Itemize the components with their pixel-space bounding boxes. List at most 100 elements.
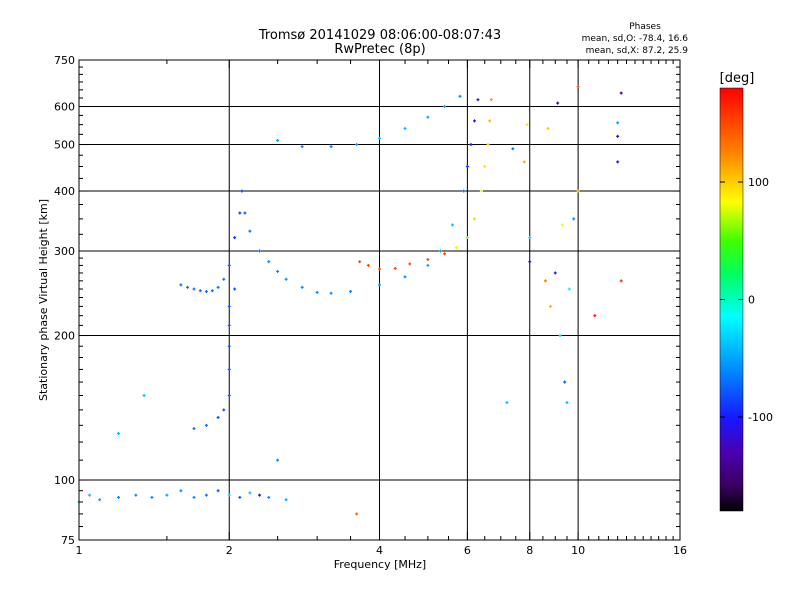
data-point — [134, 493, 138, 497]
data-point — [465, 164, 469, 168]
data-point — [227, 367, 231, 371]
data-point — [233, 236, 237, 240]
data-point — [227, 323, 231, 327]
data-point — [567, 287, 571, 291]
data-point — [300, 285, 304, 289]
colorbar-tick-label: 100 — [748, 176, 769, 189]
data-point — [192, 287, 196, 291]
data-point — [443, 105, 447, 109]
colorbar-tick-label: -100 — [748, 411, 773, 424]
data-point — [525, 123, 529, 127]
data-point — [403, 275, 407, 279]
data-point — [216, 489, 220, 493]
data-point — [593, 314, 597, 318]
data-point — [616, 121, 620, 125]
y-axis-label: Stationary phase Virtual Height [km] — [37, 199, 50, 401]
chart-subtitle: RwPretec (8p) — [334, 42, 425, 57]
data-point — [210, 289, 214, 293]
data-point — [267, 495, 271, 499]
data-point — [572, 217, 576, 221]
data-point — [619, 279, 623, 283]
data-point — [284, 498, 288, 502]
data-point — [619, 91, 623, 95]
data-point — [553, 271, 557, 275]
data-point — [465, 236, 469, 240]
data-point — [563, 380, 567, 384]
data-point — [486, 143, 490, 147]
data-point — [616, 134, 620, 138]
data-point — [576, 189, 580, 193]
data-point — [355, 143, 359, 147]
data-point — [198, 289, 202, 293]
x-tick-label: 16 — [673, 544, 687, 557]
data-point — [443, 252, 447, 256]
data-point — [233, 287, 237, 291]
data-point — [462, 189, 466, 193]
data-point — [227, 394, 231, 398]
data-point — [469, 143, 473, 147]
data-point — [88, 493, 92, 497]
phases-line-o: mean, sd,O: -78.4, 16.6 — [582, 34, 689, 44]
plot-area: 1 2 4 6 8 10 16 75 100 200 300 400 500 600 750 — [54, 54, 687, 557]
data-point — [565, 401, 569, 405]
data-point — [227, 493, 231, 497]
data-point — [479, 189, 483, 193]
data-point — [393, 266, 397, 270]
data-point — [349, 290, 353, 294]
data-point — [483, 164, 487, 168]
data-point — [142, 394, 146, 398]
data-point — [439, 249, 443, 253]
data-point — [98, 498, 102, 502]
x-tick-label: 2 — [226, 544, 233, 557]
data-point — [476, 98, 480, 102]
data-point — [329, 145, 333, 149]
y-tick-label: 600 — [54, 101, 75, 114]
data-point — [258, 249, 262, 253]
data-point — [248, 229, 252, 233]
data-point — [284, 277, 288, 281]
data-point — [426, 263, 430, 267]
data-point — [426, 115, 430, 119]
phases-heading: Phases — [629, 22, 661, 32]
data-point — [511, 147, 515, 151]
data-point — [543, 279, 547, 283]
data-point — [240, 189, 244, 193]
data-point — [267, 260, 271, 264]
data-point — [117, 495, 121, 499]
data-point — [192, 427, 196, 431]
y-tick-label: 500 — [54, 139, 75, 152]
colorbar-tick-label: 0 — [748, 294, 755, 307]
data-points — [77, 85, 623, 516]
data-point — [227, 344, 231, 348]
data-point — [150, 495, 154, 499]
data-point — [528, 236, 532, 240]
data-point — [216, 285, 220, 289]
data-point — [276, 269, 280, 273]
data-point — [489, 98, 493, 102]
data-point — [408, 262, 412, 266]
y-tick-label: 300 — [54, 245, 75, 258]
data-point — [204, 423, 208, 427]
data-point — [222, 408, 226, 412]
data-point — [179, 489, 183, 493]
data-point — [560, 223, 564, 227]
data-point — [179, 283, 183, 287]
grid-lines — [79, 60, 680, 540]
data-point — [403, 126, 407, 130]
chart-title: Tromsø 20141029 08:06:00-08:07:43 — [258, 28, 501, 43]
data-point — [227, 304, 231, 308]
data-point — [488, 119, 492, 123]
data-point — [222, 277, 226, 281]
x-tick-label: 4 — [376, 544, 383, 557]
data-point — [548, 304, 552, 308]
data-point — [216, 415, 220, 419]
data-point — [300, 145, 304, 149]
data-point — [556, 101, 560, 105]
data-point — [458, 94, 462, 98]
data-point — [165, 493, 169, 497]
data-point — [366, 263, 370, 267]
y-tick-label: 100 — [54, 474, 75, 487]
x-tick-label: 6 — [464, 544, 471, 557]
data-point — [528, 260, 532, 264]
data-point — [117, 432, 121, 436]
